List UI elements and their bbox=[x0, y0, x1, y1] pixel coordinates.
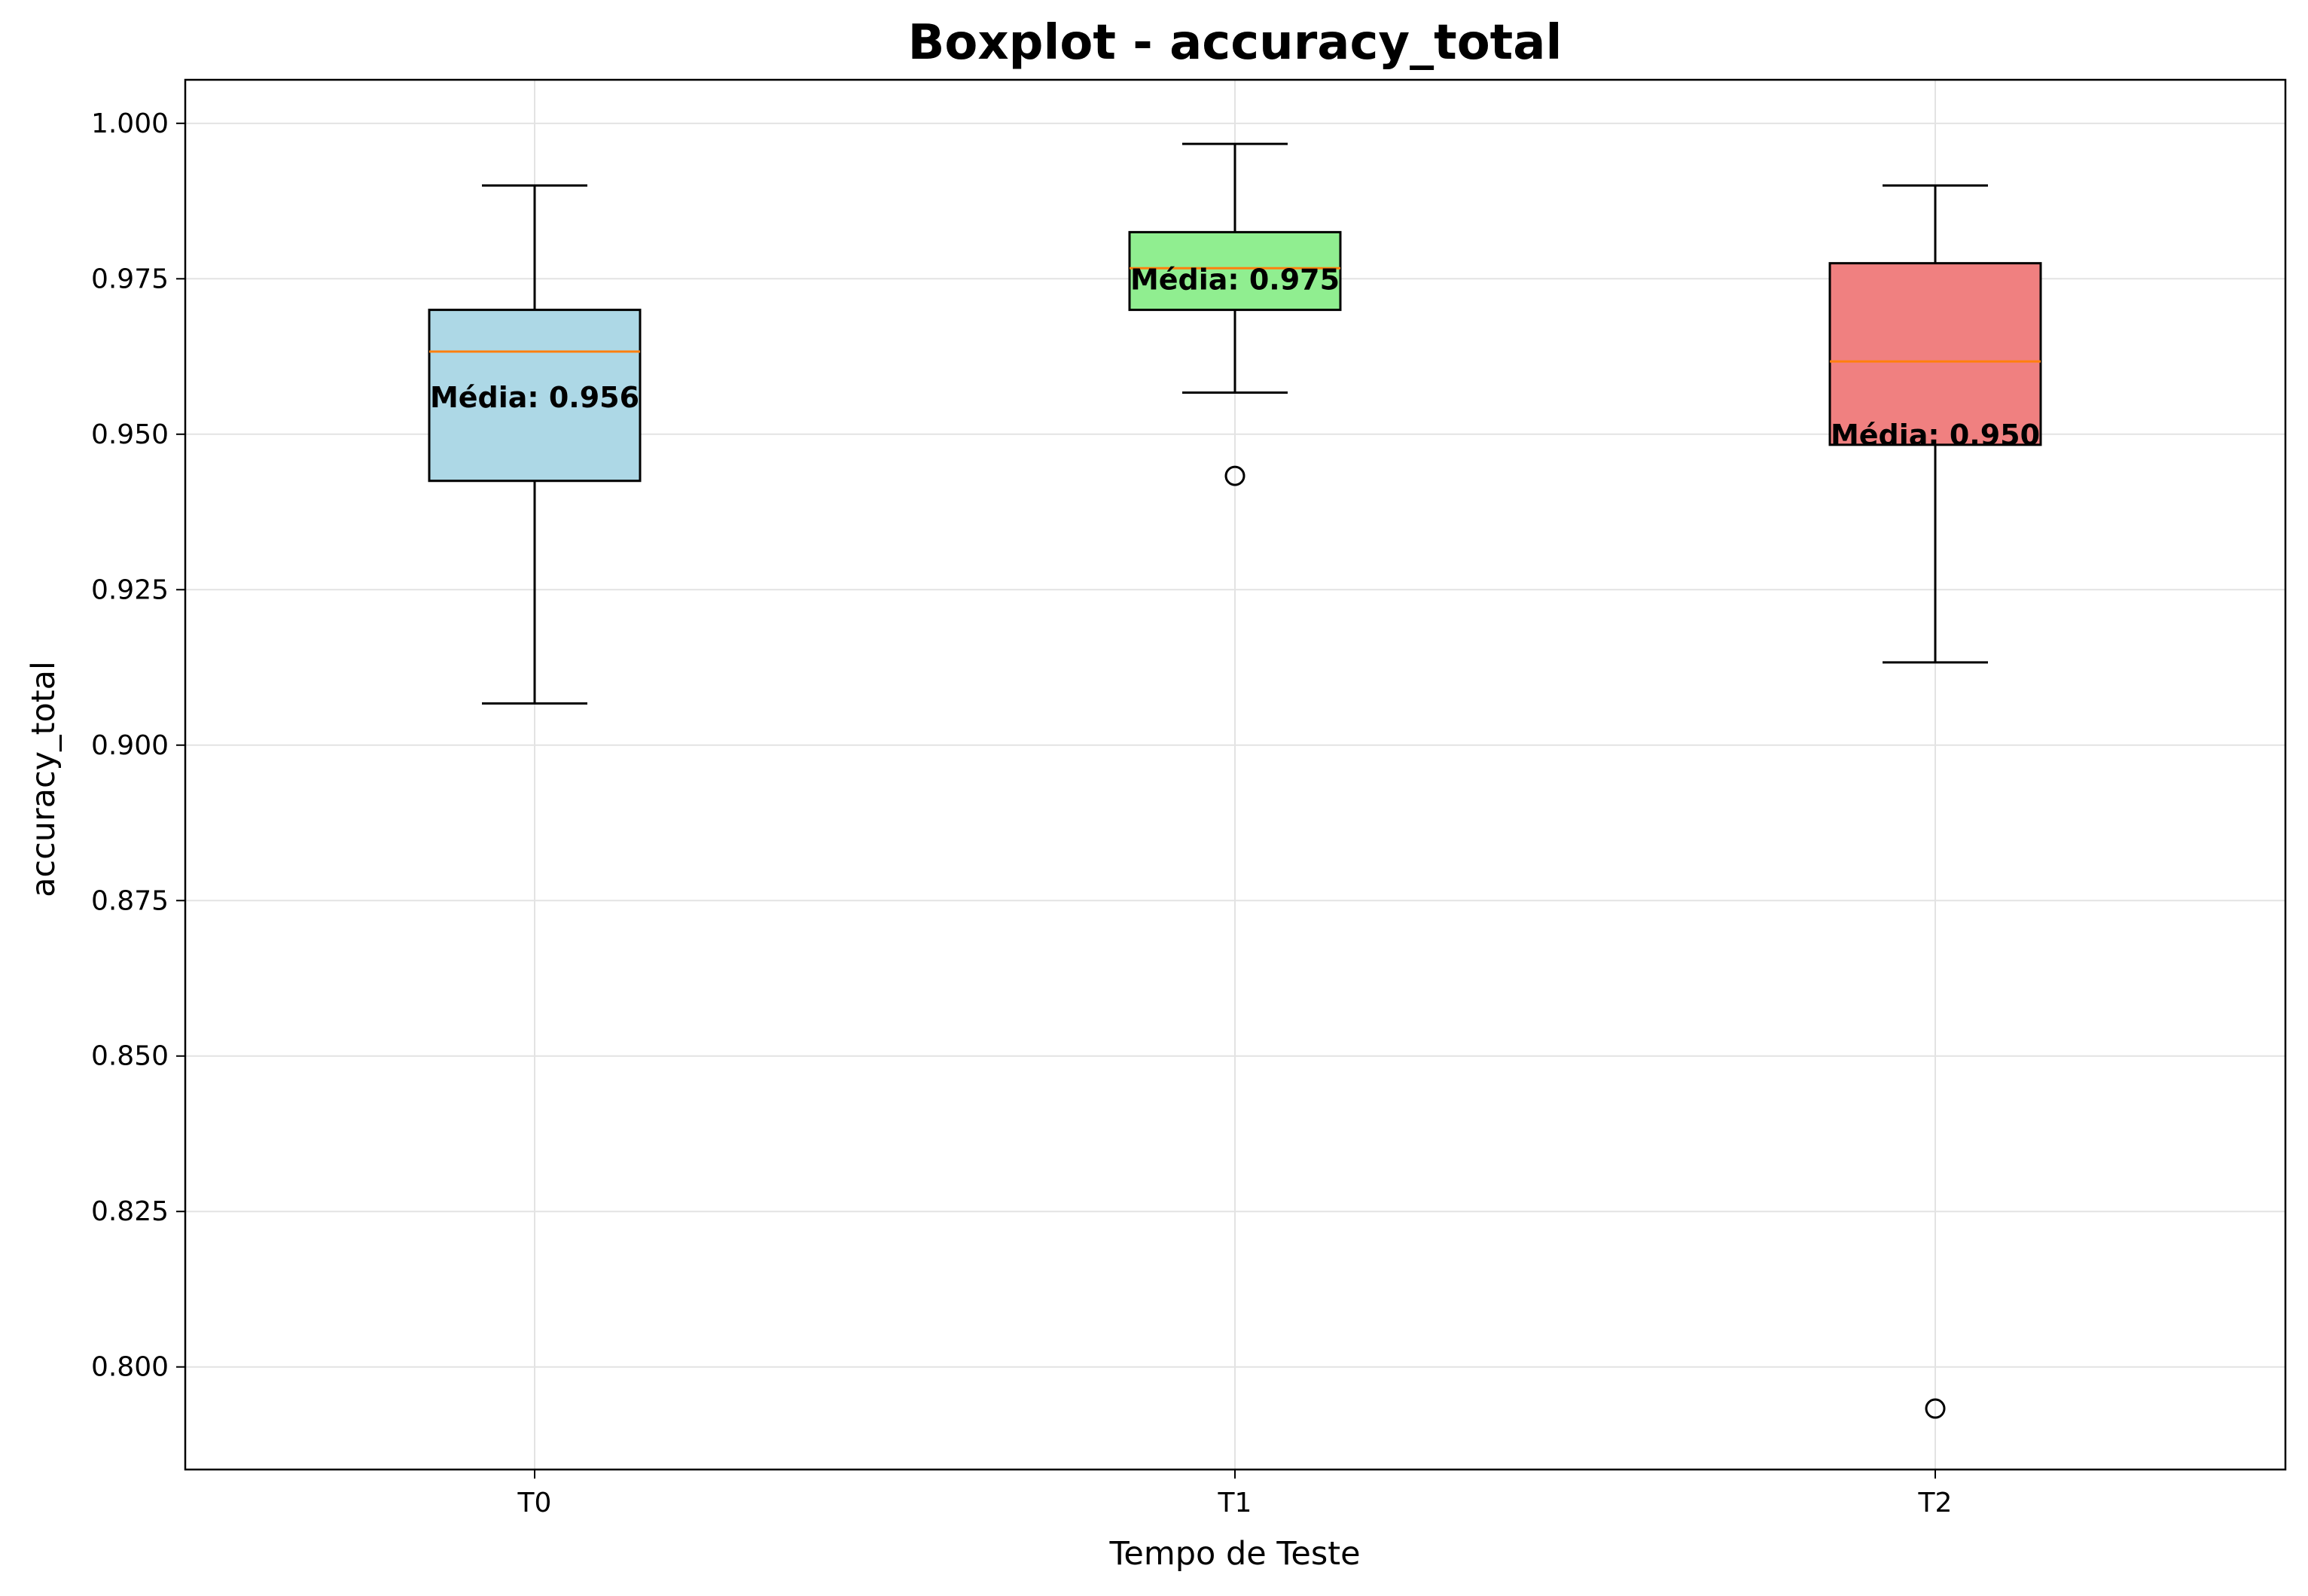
y-tick-label: 0.825 bbox=[91, 1196, 169, 1227]
box-T0: Média: 0.956 bbox=[428, 184, 642, 705]
x-tick-label: T0 bbox=[517, 1488, 552, 1518]
y-tick-label: 0.875 bbox=[91, 885, 169, 916]
y-tick-label: 0.850 bbox=[91, 1041, 169, 1072]
boxes: Média: 0.956 Média: 0.975 Média: 0.950 bbox=[428, 142, 2042, 1419]
box-iqr bbox=[1828, 262, 2042, 446]
x-tick-label: T2 bbox=[1918, 1488, 1953, 1518]
x-axis-label: Tempo de Teste bbox=[1108, 1535, 1360, 1573]
y-tick-label: 0.925 bbox=[91, 574, 169, 605]
y-axis-label: accuracy_total bbox=[25, 661, 63, 897]
y-tick-label: 0.950 bbox=[91, 419, 169, 450]
chart-title: Boxplot - accuracy_total bbox=[908, 15, 1563, 71]
mean-label: Média: 0.975 bbox=[1130, 263, 1340, 296]
box-iqr bbox=[1128, 230, 1342, 312]
box-T2: Média: 0.950 bbox=[1828, 184, 2042, 1419]
mean-label: Média: 0.956 bbox=[430, 381, 639, 414]
outlier-point bbox=[1925, 1398, 1946, 1419]
box-iqr bbox=[428, 309, 642, 483]
outlier-point bbox=[1224, 465, 1245, 486]
y-tick-label: 0.900 bbox=[91, 730, 169, 761]
mean-label: Média: 0.950 bbox=[1831, 419, 2040, 452]
axis-ticks: 0.800 0.825 0.850 0.875 0.900 0.925 0.950 0.975… bbox=[91, 108, 1953, 1518]
y-tick-label: 0.975 bbox=[91, 263, 169, 294]
y-tick-label: 1.000 bbox=[91, 108, 169, 139]
box-T1: Média: 0.975 bbox=[1128, 142, 1342, 486]
y-tick-label: 0.800 bbox=[91, 1352, 169, 1383]
x-tick-label: T1 bbox=[1218, 1488, 1252, 1518]
